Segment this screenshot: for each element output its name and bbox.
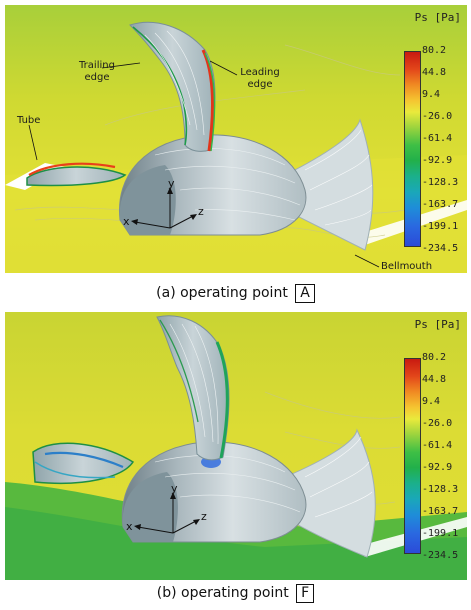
colorbar-tick: 9.4 <box>422 396 441 407</box>
colorbar-tick: -61.4 <box>422 133 453 144</box>
figure-panel-a: y x z Trailing edge Leading edge Tube Be… <box>5 5 467 273</box>
colorbar-tick: 44.8 <box>422 67 447 78</box>
figure-panel-b: y x z Ps [Pa] 80.2 44.8 9.4 -26.0 -61.4 … <box>5 312 467 580</box>
caption-panel-b: (b) operating point F <box>0 583 471 603</box>
colorbar-tick: 9.4 <box>422 89 441 100</box>
bellmouth-label: Bellmouth <box>381 261 433 272</box>
colorbar-tick: -26.0 <box>422 418 453 429</box>
colorbar-tick: -163.7 <box>422 199 459 210</box>
colorbar-tick: -199.1 <box>422 528 459 539</box>
colorbar-tick: -26.0 <box>422 111 453 122</box>
colorbar-title: Ps [Pa] <box>414 11 461 24</box>
pressure-contour-render-a <box>5 5 467 273</box>
colorbar-tick: -234.5 <box>422 243 459 254</box>
pressure-contour-render-b <box>5 312 467 580</box>
caption-text: (b) operating point <box>156 585 289 601</box>
x-axis-letter: x <box>126 520 133 533</box>
colorbar-tick: -128.3 <box>422 177 459 188</box>
operating-point-box: F <box>296 584 315 603</box>
colorbar-tick: -234.5 <box>422 550 459 561</box>
x-axis-letter: x <box>123 215 130 228</box>
y-axis-letter: y <box>171 482 178 495</box>
colorbar-tick: 80.2 <box>422 352 447 363</box>
trailing-edge-label: Trailing edge <box>79 60 115 83</box>
colorbar-tick: -92.9 <box>422 462 453 473</box>
colorbar-tick: -163.7 <box>422 506 459 517</box>
caption-panel-a: (a) operating point A <box>0 283 471 303</box>
colorbar-tick: -92.9 <box>422 155 453 166</box>
colorbar-tick: -199.1 <box>422 221 459 232</box>
colorbar-tick: -128.3 <box>422 484 459 495</box>
colorbar-tick: 44.8 <box>422 374 447 385</box>
z-axis-letter: z <box>198 205 204 218</box>
z-axis-letter: z <box>201 510 207 523</box>
colorbar-gradient <box>404 51 421 247</box>
y-axis-letter: y <box>168 177 175 190</box>
colorbar-gradient <box>404 358 421 554</box>
colorbar-title: Ps [Pa] <box>414 318 461 331</box>
colorbar-tick: -61.4 <box>422 440 453 451</box>
tube-label: Tube <box>17 115 41 126</box>
colorbar-tick: 80.2 <box>422 45 447 56</box>
operating-point-box: A <box>295 284 315 303</box>
caption-text: (a) operating point <box>156 285 288 301</box>
leading-edge-label: Leading edge <box>240 67 280 90</box>
